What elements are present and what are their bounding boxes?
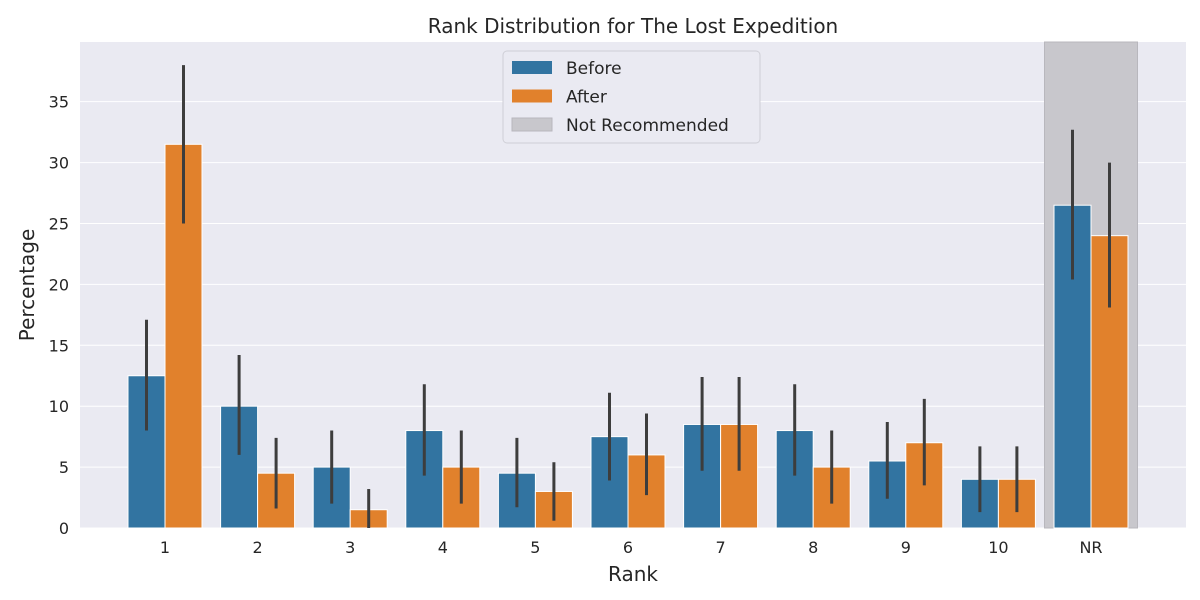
y-tick-label-5: 5 — [59, 458, 69, 477]
x-tick-label-5: 5 — [530, 538, 540, 557]
x-tick-label-2: 2 — [253, 538, 263, 557]
x-tick-label-3: 3 — [345, 538, 355, 557]
y-tick-label-35: 35 — [49, 93, 69, 112]
y-tick-labels: 0 5 10 15 20 25 30 35 — [49, 93, 69, 538]
y-tick-label-15: 15 — [49, 336, 69, 355]
y-tick-label-30: 30 — [49, 154, 69, 173]
legend-swatch-before — [512, 61, 552, 74]
y-tick-label-10: 10 — [49, 397, 69, 416]
y-axis-label: Percentage — [15, 229, 39, 342]
x-tick-label-NR: NR — [1079, 538, 1102, 557]
x-tick-label-1: 1 — [160, 538, 170, 557]
legend-label-after: After — [566, 88, 607, 108]
legend-label-before: Before — [566, 59, 622, 79]
y-tick-label-0: 0 — [59, 519, 69, 538]
legend: Before After Not Recommended — [502, 50, 761, 144]
legend-swatch-not-recommended — [511, 117, 553, 132]
legend-box — [502, 50, 761, 144]
x-tick-label-10: 10 — [988, 538, 1008, 557]
error-bars — [145, 65, 1111, 528]
y-tick-label-25: 25 — [49, 214, 69, 233]
x-tick-label-8: 8 — [808, 538, 818, 557]
x-tick-labels: 1 2 3 4 5 6 7 8 9 10 NR — [160, 538, 1103, 557]
legend-label-not-recommended: Not Recommended — [566, 116, 729, 136]
chart-title: Rank Distribution for The Lost Expeditio… — [428, 14, 838, 38]
legend-swatch-after — [512, 89, 552, 103]
y-tick-label-20: 20 — [49, 275, 69, 294]
x-tick-label-9: 9 — [901, 538, 911, 557]
x-tick-label-7: 7 — [716, 538, 726, 557]
x-tick-label-4: 4 — [438, 538, 448, 557]
x-axis-label: Rank — [608, 562, 658, 586]
x-tick-label-6: 6 — [623, 538, 633, 557]
